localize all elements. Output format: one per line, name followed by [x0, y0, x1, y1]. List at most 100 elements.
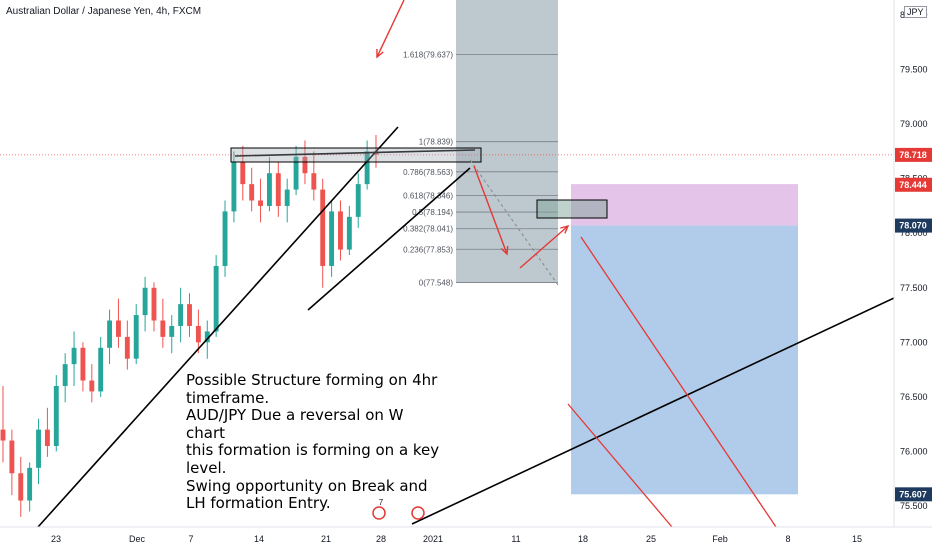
- red-descending-line-2[interactable]: [567, 403, 673, 528]
- candle-body: [213, 265, 219, 332]
- candle-body: [151, 287, 157, 321]
- price-tick-label: 75.500: [900, 501, 928, 511]
- candle-body: [195, 325, 201, 343]
- time-tick-label: Feb: [712, 534, 728, 544]
- time-tick-label: 8: [785, 534, 790, 544]
- rebound-arrow-head: [560, 224, 570, 234]
- symbol-title: Australian Dollar / Japanese Yen, 4h, FX…: [6, 6, 202, 17]
- time-tick-label: 21: [321, 534, 331, 544]
- time-tick-label: 25: [646, 534, 656, 544]
- top-down-arrow[interactable]: [376, 0, 405, 58]
- price-badge-entry[interactable]: [895, 218, 932, 233]
- time-tick-label: 11: [511, 534, 520, 544]
- time-tick-label: 23: [51, 534, 61, 544]
- price-tick-label: 76.500: [900, 392, 928, 402]
- entry-box[interactable]: [536, 199, 608, 219]
- rebound-arrow[interactable]: [519, 225, 569, 269]
- candle-body: [178, 304, 184, 326]
- candle-body: [71, 347, 77, 365]
- long-trendline[interactable]: [411, 297, 895, 525]
- candle-body: [142, 287, 148, 316]
- candle-body: [275, 173, 281, 206]
- event-marker-icon[interactable]: [372, 506, 386, 520]
- candle-body: [44, 429, 50, 446]
- candle-body: [249, 184, 255, 201]
- currency-label[interactable]: JPY: [904, 6, 927, 18]
- price-tick-label: 77.500: [900, 283, 928, 293]
- target-zone[interactable]: [571, 184, 798, 226]
- event-marker-icon[interactable]: [411, 506, 425, 520]
- time-tick-label: 2021: [423, 534, 443, 544]
- analysis-note: Possible Structure forming on 4hr timefr…: [186, 371, 440, 513]
- candle-body: [53, 385, 59, 446]
- candle-body: [284, 189, 290, 206]
- candle-body: [9, 440, 15, 474]
- candle-body: [89, 380, 95, 392]
- price-badges-layer: 78.718 78.444 78.070 75.607: [895, 147, 932, 502]
- candle-body: [27, 467, 33, 501]
- event-markers-layer: 7: [372, 498, 425, 520]
- price-tick-label: 79.500: [900, 65, 928, 75]
- fib-level-label: 0.786(78.563): [403, 168, 453, 177]
- fibonacci-zone[interactable]: [456, 0, 558, 283]
- resistance-line[interactable]: [234, 149, 476, 157]
- fib-level-label: 1(78.839): [419, 138, 454, 147]
- price-badge-label: 78.070: [899, 221, 927, 231]
- event-marker-count: 7: [379, 498, 384, 507]
- fib-level-label: 0.618(78.346): [403, 191, 453, 200]
- top-down-arrow-head: [376, 48, 384, 59]
- drop-arrow[interactable]: [473, 165, 508, 255]
- candle-body: [231, 162, 237, 212]
- candle-body: [346, 216, 352, 250]
- projection-dashed-line: [469, 159, 559, 286]
- price-badge-label: 78.718: [899, 150, 927, 160]
- candle-body: [98, 347, 104, 392]
- price-badge-current[interactable]: [895, 147, 932, 162]
- candle-body: [204, 331, 210, 343]
- time-tick-label: 28: [376, 534, 386, 544]
- candle-body: [329, 211, 335, 266]
- time-axis: 23 Dec 7 14 21 28 2021 11 18 25 Feb 8 15: [0, 526, 932, 544]
- stop-zone[interactable]: [571, 225, 798, 495]
- candle-body: [311, 173, 317, 190]
- candle-body: [187, 304, 192, 326]
- candles-layer: [0, 135, 379, 517]
- candle-body: [18, 473, 24, 501]
- candle-body: [169, 325, 175, 337]
- fib-level-label: 0(77.548): [419, 279, 454, 288]
- lower-channel-line[interactable]: [307, 167, 471, 311]
- price-badge-target[interactable]: [895, 177, 932, 192]
- drawings-layer: [0, 0, 895, 528]
- time-tick-label: 18: [578, 534, 588, 544]
- red-descending-line-1[interactable]: [580, 236, 777, 528]
- time-tick-label: Dec: [129, 534, 146, 544]
- candle-body: [107, 320, 113, 348]
- candle-body: [80, 347, 86, 381]
- candle-body: [302, 156, 308, 174]
- fib-level-label: 1.618(79.637): [403, 51, 453, 60]
- price-tick-label: 76.000: [900, 446, 928, 456]
- candle-body: [62, 364, 68, 386]
- time-tick-label: 15: [852, 534, 862, 544]
- candle-body: [160, 320, 166, 337]
- price-axis: 80.00079.50079.00078.50078.00077.50077.0…: [893, 0, 928, 527]
- candle-body: [116, 320, 121, 337]
- price-tick-label: 78.000: [900, 228, 928, 238]
- candle-body: [0, 429, 6, 441]
- candle-body: [293, 156, 299, 190]
- drop-arrow-head: [500, 245, 509, 256]
- candle-body: [222, 211, 228, 266]
- fib-level-label: 0.236(77.853): [403, 245, 453, 254]
- resistance-box[interactable]: [230, 147, 482, 163]
- candle-body: [240, 162, 246, 185]
- fib-level-label: 0.5(78.194): [412, 208, 453, 217]
- price-badge-stop_low[interactable]: [895, 487, 932, 502]
- candle-body: [266, 173, 272, 206]
- time-tick-label: 14: [254, 534, 264, 544]
- candle-body: [36, 429, 41, 468]
- candle-body: [124, 336, 130, 359]
- candle-body: [338, 211, 343, 250]
- rising-trendline[interactable]: [37, 126, 399, 528]
